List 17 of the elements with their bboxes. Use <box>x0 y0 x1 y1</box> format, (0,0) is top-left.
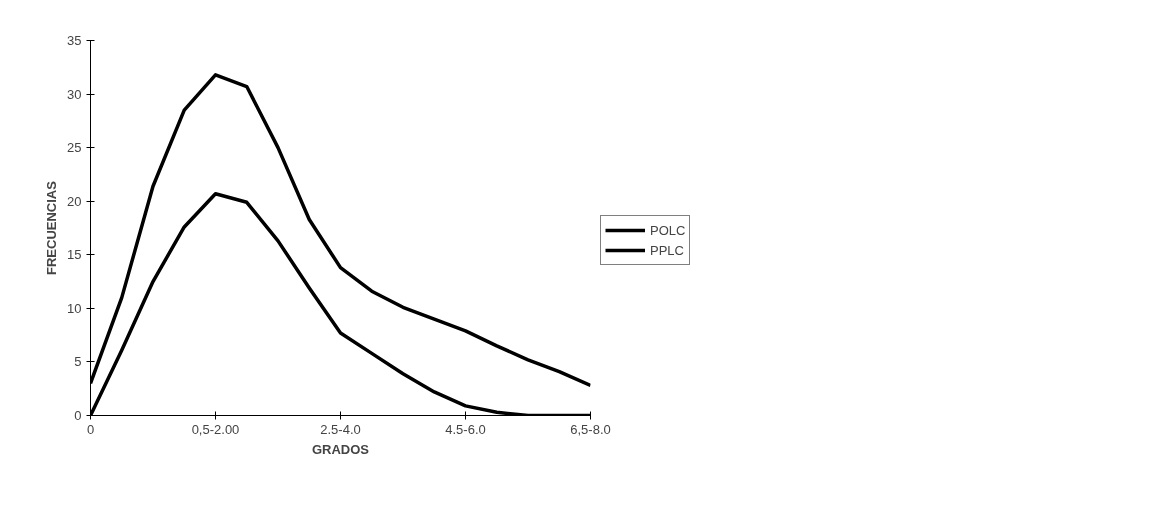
x-axis-title: GRADOS <box>311 441 370 457</box>
y-tick-label: 15 <box>67 247 82 263</box>
legend-label: POLC <box>650 222 686 238</box>
y-tick-label: 30 <box>67 86 82 102</box>
y-tick-label: 25 <box>67 140 82 156</box>
y-tick-label: 10 <box>67 300 82 316</box>
legend-label: PPLC <box>650 242 684 258</box>
y-tick-label: 20 <box>67 193 82 209</box>
y-tick-label: 35 <box>67 33 82 48</box>
x-tick-label: 2.5-4.0 <box>320 421 361 437</box>
x-tick-label: 0,5-2.00 <box>191 421 240 437</box>
y-axis-title: FRECUENCIAS <box>44 180 60 275</box>
y-tick-label: 0 <box>74 408 82 423</box>
x-tick-label: 0 <box>86 421 95 437</box>
y-tick-label: 5 <box>74 354 82 370</box>
x-tick-label: 6,5-8.0 <box>570 421 611 437</box>
x-tick-label: 4.5-6.0 <box>445 421 486 437</box>
